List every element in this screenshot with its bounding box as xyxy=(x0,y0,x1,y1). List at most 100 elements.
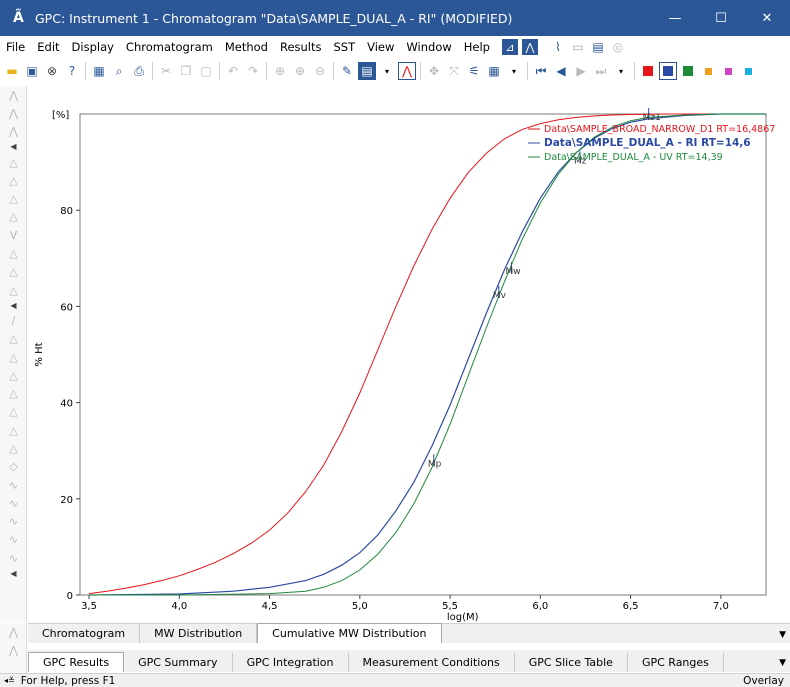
peak-tool-icon[interactable]: ⋀ xyxy=(8,643,19,657)
maximize-button[interactable]: ☐ xyxy=(715,10,727,26)
tab-gpc-slice-table[interactable]: GPC Slice Table xyxy=(515,653,628,672)
tab-gpc-summary[interactable]: GPC Summary xyxy=(124,653,233,672)
color-blue[interactable] xyxy=(659,62,677,80)
print-icon[interactable]: ⎙ xyxy=(134,63,144,78)
zoom-in-icon[interactable]: ⊕ xyxy=(294,64,306,78)
tab-measurement-conditions[interactable]: Measurement Conditions xyxy=(349,653,515,672)
fit-icon[interactable]: ⤧ xyxy=(449,63,459,78)
manual-tool-icon[interactable]: △ xyxy=(9,405,18,419)
split-tool-icon[interactable]: △ xyxy=(9,283,18,297)
menu-file[interactable]: File xyxy=(6,40,26,54)
copy-icon[interactable]: ❐ xyxy=(180,64,192,78)
peak-tool-icon[interactable]: ⋀ xyxy=(8,125,19,139)
menu-edit[interactable]: Edit xyxy=(37,40,60,54)
move-icon[interactable]: ✥ xyxy=(428,64,440,78)
open-folder-icon[interactable]: ▬ xyxy=(6,64,18,78)
menu-results[interactable]: Results xyxy=(279,40,322,54)
cumulative-mw-chart[interactable]: 0 20 40 60 80 [%] % Ht 3,5 4,0 4,5 5,0 5,5 6,0 6,5 7,0… xyxy=(28,86,790,623)
tab-cumulative-mw-distribution[interactable]: Cumulative MW Distribution xyxy=(257,623,442,643)
peak-icon[interactable]: ⋀ xyxy=(521,39,538,55)
series-line-2[interactable] xyxy=(88,113,766,596)
calculator-icon[interactable]: ▦ xyxy=(488,64,500,78)
chart-panel[interactable]: 0 20 40 60 80 [%] % Ht 3,5 4,0 4,5 5,0 5,5 6,0 6,5 7,0… xyxy=(28,86,790,623)
baseline-tool-icon[interactable]: △ xyxy=(9,155,18,169)
scroll-left-icon[interactable]: ◀ xyxy=(10,568,17,578)
tab-chromatogram[interactable]: Chromatogram xyxy=(28,624,141,643)
tabs-dropdown-icon[interactable]: ▼ xyxy=(779,630,786,640)
peak-view-icon[interactable]: ⋀ xyxy=(398,62,416,80)
tabs-dropdown-icon[interactable]: ▼ xyxy=(779,658,786,668)
menu-help[interactable]: Help xyxy=(463,40,490,54)
manual-tool-icon[interactable]: ◇ xyxy=(9,460,18,474)
series-line-1[interactable] xyxy=(88,113,757,595)
cut-icon[interactable]: ✂ xyxy=(160,64,172,78)
menu-display[interactable]: Display xyxy=(71,40,114,54)
manual-tool-icon[interactable]: △ xyxy=(9,332,18,346)
report-icon[interactable]: ▤ xyxy=(592,40,604,54)
color-orange[interactable] xyxy=(699,62,717,80)
overlay-icon[interactable]: ▤ xyxy=(358,62,376,80)
menu-method[interactable]: Method xyxy=(224,40,268,54)
manual-tool-icon[interactable]: △ xyxy=(9,387,18,401)
calibration-icon[interactable]: ⊿ xyxy=(501,39,518,55)
manual-tool-icon[interactable]: ∿ xyxy=(8,551,19,565)
close-window-button[interactable]: ✕ xyxy=(761,10,773,26)
manual-tool-icon[interactable]: △ xyxy=(9,368,18,382)
color-cyan[interactable] xyxy=(739,62,757,80)
manual-tool-icon[interactable]: △ xyxy=(9,350,18,364)
split-tool-icon[interactable]: △ xyxy=(9,265,18,279)
settings-icon[interactable]: ◎ xyxy=(612,40,624,54)
manual-tool-icon[interactable]: ∕ xyxy=(11,313,16,327)
color-green[interactable] xyxy=(679,62,697,80)
tab-gpc-results[interactable]: GPC Results xyxy=(28,652,125,672)
help-icon[interactable]: ? xyxy=(68,64,76,78)
menu-window[interactable]: Window xyxy=(406,40,452,54)
tools-icon[interactable]: ✎ xyxy=(341,64,353,78)
integration-icon[interactable]: ⚟ xyxy=(468,64,480,78)
series-line-3[interactable] xyxy=(89,113,766,596)
window-icon[interactable]: ▭ xyxy=(572,40,584,54)
tab-gpc-integration[interactable]: GPC Integration xyxy=(233,653,349,672)
manual-tool-icon[interactable]: △ xyxy=(9,423,18,437)
color-magenta[interactable] xyxy=(719,62,737,80)
expand-icon[interactable]: ◂≚ xyxy=(4,676,15,685)
manual-tool-icon[interactable]: ∿ xyxy=(8,496,19,510)
paste-icon[interactable]: ▢ xyxy=(200,64,212,78)
menu-sst[interactable]: SST xyxy=(333,40,356,54)
tab-gpc-ranges[interactable]: GPC Ranges xyxy=(628,653,724,672)
next-icon[interactable]: ▶ xyxy=(576,64,586,78)
peak-tool-icon[interactable]: ⋀ xyxy=(8,625,19,639)
print-preview-icon[interactable]: ⌕ xyxy=(115,63,123,78)
redo-icon[interactable]: ↷ xyxy=(247,64,259,78)
manual-tool-icon[interactable]: ∿ xyxy=(8,478,19,492)
scroll-left-icon[interactable]: ◀ xyxy=(10,142,17,152)
valley-tool-icon[interactable]: V xyxy=(9,228,18,242)
baseline-tool-icon[interactable]: △ xyxy=(9,210,18,224)
nav-dropdown-icon[interactable]: ▾ xyxy=(618,66,623,76)
calc-dropdown-icon[interactable]: ▾ xyxy=(511,66,516,76)
last-icon[interactable]: ⏭ xyxy=(595,63,607,78)
zoom-icon[interactable]: ⊕ xyxy=(274,64,286,78)
manual-tool-icon[interactable]: △ xyxy=(9,441,18,455)
baseline-tool-icon[interactable]: △ xyxy=(9,173,18,187)
color-red[interactable] xyxy=(639,62,657,80)
save-icon[interactable]: ▣ xyxy=(26,64,38,78)
menu-chromatogram[interactable]: Chromatogram xyxy=(125,40,213,54)
peak-tool-icon[interactable]: ⋀ xyxy=(8,106,19,120)
chart-icon[interactable]: ⌇ xyxy=(555,40,561,54)
manual-tool-icon[interactable]: ∿ xyxy=(8,533,19,547)
close-icon[interactable]: ⊗ xyxy=(46,64,58,78)
peak-tool-icon[interactable]: ⋀ xyxy=(8,88,19,102)
export-image-icon[interactable]: ▦ xyxy=(93,64,105,78)
tab-mw-distribution[interactable]: MW Distribution xyxy=(140,624,258,643)
scroll-left-icon[interactable]: ◀ xyxy=(10,300,17,310)
manual-tool-icon[interactable]: ∿ xyxy=(8,515,19,529)
overlay-dropdown-icon[interactable]: ▾ xyxy=(384,66,389,76)
minimize-button[interactable]: — xyxy=(668,10,682,26)
baseline-tool-icon[interactable]: △ xyxy=(9,192,18,206)
undo-icon[interactable]: ↶ xyxy=(227,64,239,78)
previous-icon[interactable]: ◀ xyxy=(556,64,566,78)
menu-view[interactable]: View xyxy=(367,40,395,54)
split-tool-icon[interactable]: △ xyxy=(9,247,18,261)
zoom-out-icon[interactable]: ⊖ xyxy=(314,64,326,78)
